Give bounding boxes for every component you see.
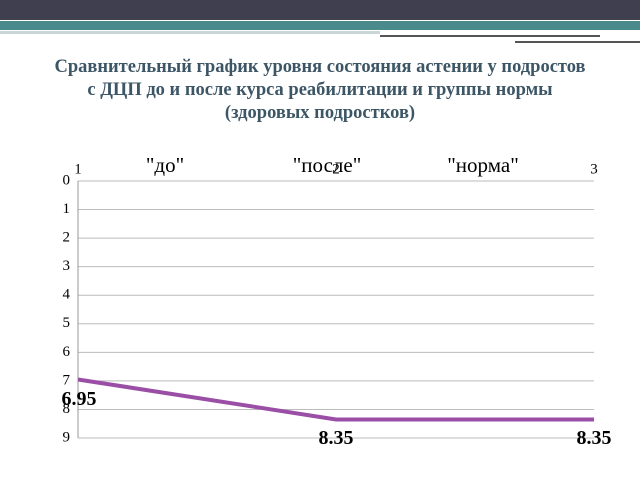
accent-band (0, 21, 640, 30)
top-band (0, 0, 640, 20)
data-line (77, 377, 594, 422)
y-tick-label: 7 (63, 372, 71, 388)
y-tick-label: 1 (63, 201, 71, 217)
y-tick-label: 6 (63, 344, 71, 360)
annotation: "после" (293, 153, 362, 177)
y-tick-label: 9 (63, 429, 71, 445)
y-tick-label: 3 (63, 258, 71, 274)
data-label: 8.35 (319, 427, 354, 449)
y-tick-label: 5 (63, 315, 71, 331)
chart-title: Сравнительный график уровня состояния ас… (54, 57, 586, 123)
y-tick-label: 0 (63, 172, 71, 188)
y-tick-label: 4 (63, 287, 71, 303)
data-label: 6.95 (62, 388, 97, 410)
annotation: "норма" (447, 153, 519, 177)
y-tick-label: 8 (63, 401, 71, 417)
accent-line (0, 31, 380, 34)
y-tick-label: 2 (63, 230, 71, 246)
data-label: 8.35 (577, 427, 612, 449)
x-tick-label: 1 (74, 161, 82, 177)
annotation: "до" (146, 153, 184, 177)
x-tick-label: 3 (590, 161, 598, 177)
x-tick-label: 2 (332, 161, 340, 177)
